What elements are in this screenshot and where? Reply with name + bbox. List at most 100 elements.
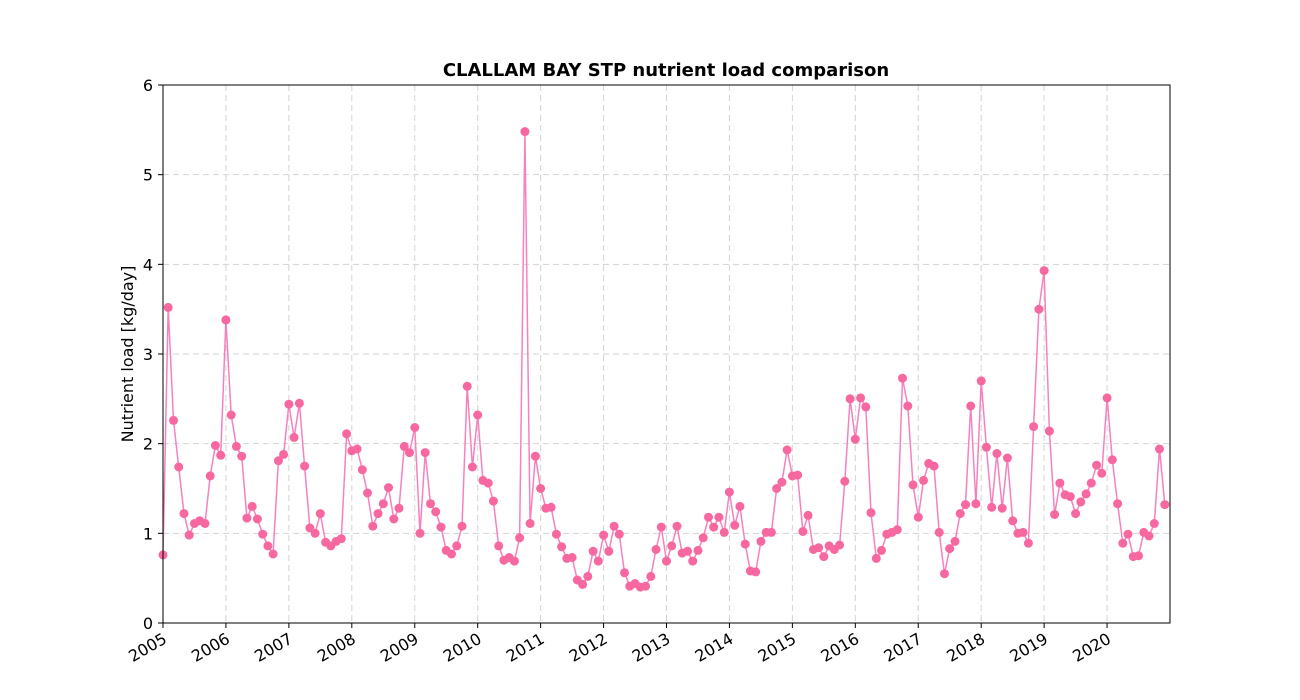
- data-point: [1071, 509, 1081, 519]
- data-point: [415, 528, 425, 538]
- data-point: [268, 549, 278, 559]
- data-point: [693, 545, 703, 555]
- data-point: [835, 540, 845, 550]
- data-point: [976, 376, 986, 386]
- data-point: [1034, 304, 1044, 314]
- data-point: [205, 471, 215, 481]
- data-point: [1076, 497, 1086, 507]
- data-point: [1044, 426, 1054, 436]
- data-point: [252, 514, 262, 524]
- data-point: [934, 527, 944, 537]
- data-point: [525, 519, 535, 528]
- data-point: [536, 484, 546, 493]
- data-point: [420, 448, 430, 458]
- data-point: [237, 451, 247, 461]
- data-point: [793, 470, 803, 480]
- data-point: [955, 509, 965, 519]
- x-tick-label: 2014: [692, 629, 737, 666]
- data-point: [226, 410, 236, 420]
- data-point: [258, 529, 268, 539]
- data-point: [798, 527, 808, 536]
- data-point: [583, 571, 593, 581]
- data-point: [410, 423, 420, 432]
- data-point: [578, 579, 588, 589]
- data-point: [850, 434, 860, 444]
- data-point: [289, 432, 299, 442]
- data-point: [908, 480, 918, 490]
- data-point: [310, 528, 320, 538]
- x-tick-label: 2015: [755, 629, 800, 666]
- data-point: [877, 545, 886, 555]
- data-point: [247, 501, 257, 511]
- data-point: [683, 546, 692, 556]
- data-point: [1102, 393, 1112, 403]
- data-point: [378, 499, 388, 509]
- chart-title: CLALLAM BAY STP nutrient load comparison: [443, 60, 889, 81]
- data-point: [1097, 468, 1107, 478]
- x-tick-label: 2006: [188, 629, 233, 666]
- data-point: [1008, 516, 1018, 526]
- data-point: [751, 567, 761, 577]
- data-point: [845, 394, 855, 404]
- data-point: [436, 522, 446, 532]
- data-point: [892, 525, 902, 535]
- data-point: [210, 441, 220, 450]
- data-point: [1155, 444, 1164, 454]
- data-point: [997, 503, 1007, 513]
- x-tick-label: 2013: [629, 629, 674, 666]
- data-point: [520, 127, 530, 137]
- data-point: [242, 513, 252, 523]
- data-point: [971, 499, 981, 509]
- data-point: [567, 553, 577, 562]
- data-point: [1144, 531, 1154, 541]
- data-point: [1029, 422, 1039, 432]
- data-point: [1086, 478, 1096, 488]
- data-point: [200, 519, 210, 528]
- data-point: [945, 544, 955, 554]
- y-tick-label: 0: [143, 614, 153, 633]
- data-point: [384, 483, 393, 493]
- data-point: [1002, 453, 1012, 463]
- data-point: [509, 556, 519, 566]
- data-point: [662, 556, 671, 566]
- data-point: [1113, 499, 1123, 509]
- y-tick-label: 1: [143, 524, 153, 543]
- data-point: [735, 501, 745, 511]
- data-point: [551, 529, 561, 539]
- data-point: [452, 541, 462, 551]
- data-point: [714, 512, 724, 522]
- data-point: [169, 415, 178, 425]
- data-point: [447, 549, 456, 559]
- data-point: [641, 581, 650, 591]
- data-point: [1107, 455, 1117, 465]
- series-nutrient-load: [158, 127, 1170, 592]
- data-point: [651, 545, 661, 554]
- data-point: [981, 442, 991, 452]
- data-point: [1050, 510, 1060, 519]
- y-tick-label: 4: [143, 255, 153, 274]
- data-point: [913, 512, 923, 522]
- data-point: [646, 571, 656, 581]
- data-point: [766, 527, 776, 537]
- data-point: [1118, 538, 1128, 548]
- x-tick-label: 2007: [251, 629, 296, 666]
- data-point: [467, 462, 477, 472]
- x-tick-label: 2010: [440, 629, 485, 666]
- data-point: [903, 401, 913, 411]
- y-tick-label: 3: [143, 345, 153, 364]
- data-point: [856, 393, 866, 403]
- x-tick-label: 2016: [818, 629, 863, 666]
- x-tick-label: 2012: [566, 629, 611, 666]
- data-point: [515, 533, 525, 543]
- data-point: [431, 507, 441, 517]
- data-point: [1092, 460, 1102, 470]
- x-tick-label: 2005: [125, 629, 170, 666]
- data-point: [488, 496, 498, 506]
- data-point: [163, 302, 173, 312]
- x-tick-label: 2020: [1069, 629, 1114, 666]
- data-point: [803, 510, 813, 520]
- data-point: [620, 568, 629, 578]
- x-tick-label: 2017: [880, 629, 925, 666]
- x-tick-label: 2011: [503, 629, 548, 666]
- x-tick-label: 2019: [1006, 629, 1051, 666]
